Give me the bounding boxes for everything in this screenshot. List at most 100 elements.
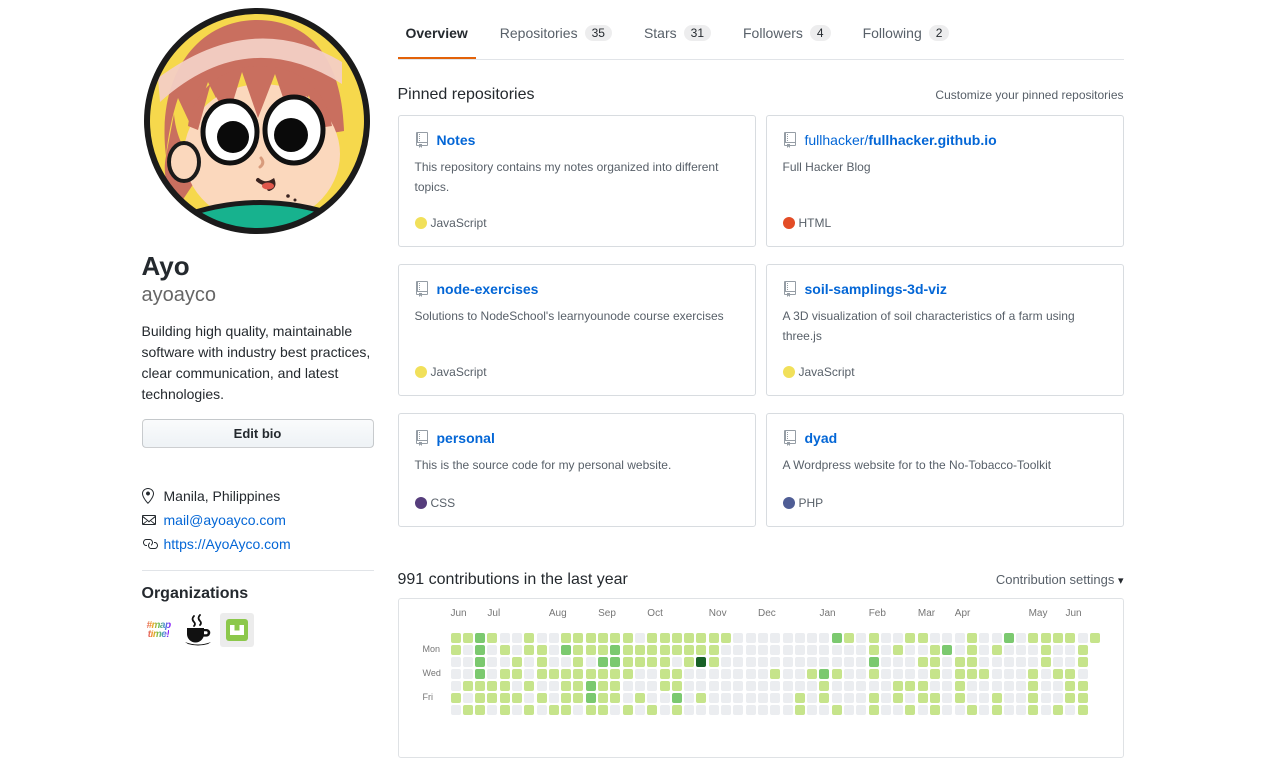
contribution-cell[interactable]	[905, 705, 916, 715]
contribution-cell[interactable]	[745, 669, 756, 679]
contribution-cell[interactable]	[1028, 669, 1039, 679]
org-avatar-maptime[interactable]: #map time!	[141, 612, 176, 647]
contribution-cell[interactable]	[966, 681, 977, 691]
contribution-cell[interactable]	[807, 645, 818, 655]
contribution-cell[interactable]	[475, 657, 486, 667]
contribution-cell[interactable]	[647, 669, 658, 679]
contribution-cell[interactable]	[905, 657, 916, 667]
contribution-cell[interactable]	[844, 645, 854, 655]
contribution-cell[interactable]	[991, 681, 1002, 691]
contribution-cell[interactable]	[1003, 633, 1014, 643]
contribution-cell[interactable]	[536, 681, 547, 691]
contribution-cell[interactable]	[745, 645, 756, 655]
contribution-cell[interactable]	[548, 669, 559, 679]
contribution-cell[interactable]	[757, 657, 768, 667]
contribution-cell[interactable]	[634, 681, 645, 691]
contribution-cell[interactable]	[979, 693, 990, 703]
contribution-cell[interactable]	[585, 633, 596, 643]
contribution-cell[interactable]	[561, 657, 572, 667]
contribution-cell[interactable]	[659, 693, 670, 703]
contribution-cell[interactable]	[721, 681, 732, 691]
contribution-cell[interactable]	[462, 705, 473, 715]
contribution-cell[interactable]	[979, 669, 990, 679]
contribution-cell[interactable]	[868, 633, 879, 643]
contribution-cell[interactable]	[708, 657, 719, 667]
contribution-cell[interactable]	[757, 669, 768, 679]
contribution-cell[interactable]	[462, 693, 473, 703]
website-link[interactable]: https://AyoAyco.com	[163, 535, 291, 552]
contribution-cell[interactable]	[475, 681, 486, 691]
contribution-cell[interactable]	[794, 681, 805, 691]
contribution-cell[interactable]	[684, 693, 695, 703]
contribution-cell[interactable]	[1016, 645, 1027, 655]
contribution-cell[interactable]	[745, 633, 756, 643]
contribution-cell[interactable]	[1028, 645, 1039, 655]
contribution-cell[interactable]	[536, 645, 547, 655]
contribution-cell[interactable]	[770, 681, 781, 691]
contribution-cell[interactable]	[721, 705, 732, 715]
contribution-cell[interactable]	[499, 681, 510, 691]
contribution-cell[interactable]	[659, 669, 670, 679]
contribution-cell[interactable]	[819, 633, 830, 643]
tab-followers[interactable]: Followers 4	[735, 6, 839, 59]
org-avatar-coffee[interactable]	[181, 613, 215, 647]
contribution-cell[interactable]	[499, 645, 510, 655]
contribution-cell[interactable]	[511, 633, 522, 643]
email-link[interactable]: mail@ayoayco.com	[163, 511, 286, 528]
contribution-cell[interactable]	[880, 705, 891, 715]
contribution-cell[interactable]	[647, 705, 658, 715]
contribution-cell[interactable]	[622, 693, 633, 703]
contribution-cell[interactable]	[548, 657, 559, 667]
contribution-cell[interactable]	[610, 633, 621, 643]
contribution-cell[interactable]	[585, 645, 596, 655]
contribution-cell[interactable]	[1016, 669, 1027, 679]
contribution-cell[interactable]	[905, 633, 916, 643]
contribution-cell[interactable]	[831, 681, 842, 691]
contribution-cell[interactable]	[511, 657, 522, 667]
contribution-cell[interactable]	[954, 645, 965, 655]
contribution-cell[interactable]	[733, 633, 744, 643]
contribution-cell[interactable]	[880, 657, 891, 667]
contribution-cell[interactable]	[511, 705, 522, 715]
contribution-cell[interactable]	[1089, 633, 1100, 643]
contribution-cell[interactable]	[684, 681, 695, 691]
contribution-cell[interactable]	[487, 657, 498, 667]
contribution-cell[interactable]	[1040, 645, 1051, 655]
contribution-cell[interactable]	[634, 645, 645, 655]
contribution-cell[interactable]	[757, 633, 768, 643]
contribution-cell[interactable]	[462, 633, 473, 643]
contribution-cell[interactable]	[807, 681, 818, 691]
contribution-cell[interactable]	[942, 645, 953, 655]
contribution-cell[interactable]	[966, 645, 977, 655]
contribution-cell[interactable]	[856, 633, 867, 643]
contribution-cell[interactable]	[548, 693, 559, 703]
contribution-cell[interactable]	[536, 669, 547, 679]
contribution-cell[interactable]	[1053, 705, 1064, 715]
contribution-cell[interactable]	[1053, 657, 1064, 667]
contribution-cell[interactable]	[1065, 669, 1076, 679]
contribution-cell[interactable]	[1040, 669, 1051, 679]
contribution-cell[interactable]	[1040, 681, 1051, 691]
contribution-cell[interactable]	[708, 669, 719, 679]
contribution-cell[interactable]	[1065, 633, 1076, 643]
contribution-cell[interactable]	[868, 669, 879, 679]
contribution-cell[interactable]	[634, 705, 645, 715]
contribution-cell[interactable]	[622, 705, 633, 715]
contribution-cell[interactable]	[966, 705, 977, 715]
contribution-cell[interactable]	[536, 657, 547, 667]
contribution-cell[interactable]	[954, 705, 965, 715]
contribution-cell[interactable]	[1053, 645, 1064, 655]
contribution-cell[interactable]	[770, 693, 781, 703]
tab-following[interactable]: Following 2	[855, 6, 958, 59]
contribution-cell[interactable]	[573, 645, 584, 655]
contribution-cell[interactable]	[733, 693, 744, 703]
contribution-cell[interactable]	[905, 645, 916, 655]
contribution-cell[interactable]	[831, 705, 842, 715]
contribution-cell[interactable]	[1077, 633, 1088, 643]
contribution-cell[interactable]	[634, 693, 645, 703]
contribution-cell[interactable]	[807, 705, 818, 715]
contribution-cell[interactable]	[930, 705, 941, 715]
contribution-cell[interactable]	[573, 657, 584, 667]
contribution-cell[interactable]	[622, 669, 633, 679]
contribution-cell[interactable]	[573, 693, 584, 703]
